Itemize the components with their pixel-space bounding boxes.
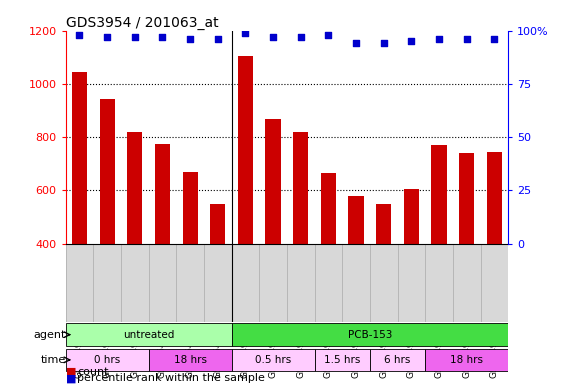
Bar bbox=[232, 349, 315, 371]
Point bbox=[130, 34, 139, 40]
Text: GDS3954 / 201063_at: GDS3954 / 201063_at bbox=[66, 16, 218, 30]
Point bbox=[490, 36, 499, 42]
Bar bbox=[486, 152, 502, 243]
Bar bbox=[315, 349, 370, 371]
Bar bbox=[321, 173, 336, 243]
Bar bbox=[99, 99, 115, 243]
Text: 1.5 hrs: 1.5 hrs bbox=[324, 355, 360, 365]
Point bbox=[213, 36, 222, 42]
Bar bbox=[155, 144, 170, 243]
Text: untreated: untreated bbox=[123, 329, 174, 340]
Bar bbox=[66, 323, 232, 346]
Point bbox=[407, 38, 416, 45]
Bar bbox=[425, 349, 508, 371]
Text: time: time bbox=[41, 355, 66, 365]
Point bbox=[435, 36, 444, 42]
Bar bbox=[148, 349, 232, 371]
Bar bbox=[232, 323, 508, 346]
Text: 18 hrs: 18 hrs bbox=[174, 355, 207, 365]
Bar bbox=[432, 145, 447, 243]
Text: ■: ■ bbox=[66, 367, 76, 377]
Text: 0 hrs: 0 hrs bbox=[94, 355, 120, 365]
Point bbox=[186, 36, 195, 42]
Bar bbox=[72, 72, 87, 243]
Text: 6 hrs: 6 hrs bbox=[384, 355, 411, 365]
Bar bbox=[238, 56, 253, 243]
Bar bbox=[404, 189, 419, 243]
Bar bbox=[459, 153, 475, 243]
Bar bbox=[293, 132, 308, 243]
Point bbox=[296, 34, 305, 40]
Bar bbox=[266, 119, 281, 243]
Point bbox=[352, 40, 361, 46]
Text: percentile rank within the sample: percentile rank within the sample bbox=[77, 373, 265, 383]
Bar bbox=[183, 172, 198, 243]
Point bbox=[324, 32, 333, 38]
Point bbox=[462, 36, 471, 42]
Bar bbox=[127, 132, 142, 243]
Bar bbox=[210, 204, 226, 243]
Point bbox=[75, 32, 84, 38]
Text: 0.5 hrs: 0.5 hrs bbox=[255, 355, 291, 365]
Point bbox=[268, 34, 278, 40]
Bar bbox=[376, 204, 391, 243]
Text: count: count bbox=[77, 367, 108, 377]
Text: 18 hrs: 18 hrs bbox=[450, 355, 483, 365]
Point bbox=[241, 30, 250, 36]
Bar bbox=[348, 196, 364, 243]
Point bbox=[158, 34, 167, 40]
Point bbox=[103, 34, 112, 40]
Text: PCB-153: PCB-153 bbox=[348, 329, 392, 340]
Point bbox=[379, 40, 388, 46]
Bar bbox=[370, 349, 425, 371]
Text: agent: agent bbox=[33, 329, 66, 340]
Bar bbox=[66, 349, 148, 371]
Text: ■: ■ bbox=[66, 373, 76, 383]
